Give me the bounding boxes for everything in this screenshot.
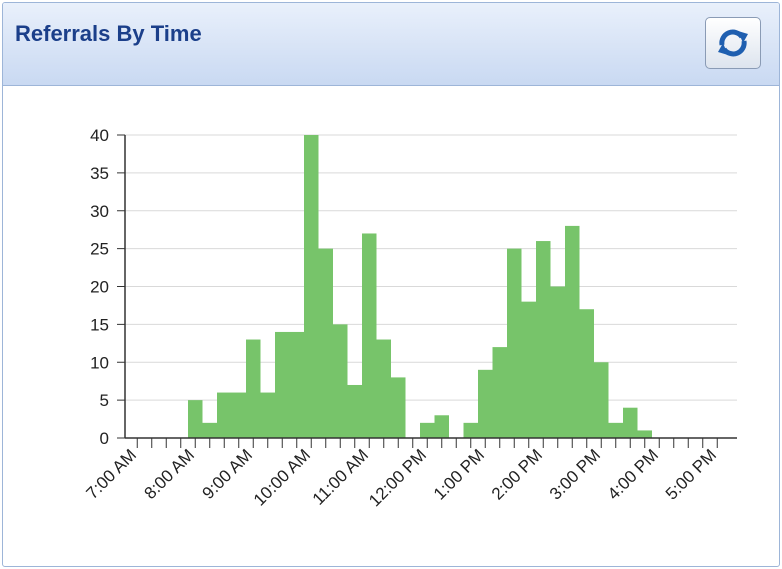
x-tick-label: 12:00 PM: [365, 445, 430, 510]
x-tick-label: 2:00 PM: [488, 445, 546, 503]
bar: [420, 422, 435, 438]
bar: [594, 362, 609, 438]
y-tick-label: 25: [90, 240, 109, 259]
bar: [362, 233, 377, 438]
y-tick-label: 20: [90, 278, 109, 297]
bar: [231, 392, 246, 438]
y-tick-label: 15: [90, 315, 109, 334]
bar: [391, 377, 406, 438]
bar: [637, 430, 652, 438]
bar: [202, 422, 217, 438]
x-tick-label: 4:00 PM: [604, 445, 662, 503]
x-tick-label: 1:00 PM: [430, 445, 488, 503]
x-tick-label: 11:00 AM: [309, 445, 372, 508]
x-tick-label: 7:00 AM: [83, 445, 141, 503]
header: Referrals By Time: [3, 3, 779, 86]
bar: [579, 309, 594, 438]
y-tick-label: 0: [100, 429, 109, 448]
bar: [507, 248, 522, 438]
bar: [550, 286, 565, 438]
bar: [492, 347, 507, 438]
bar: [289, 331, 304, 438]
x-tick-label: 10:00 AM: [250, 445, 314, 509]
y-tick-label: 5: [100, 391, 109, 410]
bar: [260, 392, 275, 438]
x-tick-label: 9:00 AM: [199, 445, 257, 503]
bar: [318, 248, 333, 438]
bar: [434, 415, 449, 438]
y-tick-label: 35: [90, 164, 109, 183]
bar: [376, 339, 391, 438]
y-tick-label: 10: [90, 353, 109, 372]
bar: [304, 135, 319, 438]
bar: [275, 331, 290, 438]
y-tick-label: 40: [90, 126, 109, 145]
bar: [521, 301, 536, 438]
bar: [536, 241, 551, 438]
bar: [478, 369, 493, 438]
refresh-button[interactable]: [705, 17, 761, 69]
bar: [333, 324, 348, 438]
bar: [463, 422, 478, 438]
y-tick-label: 30: [90, 202, 109, 221]
x-tick-label: 3:00 PM: [546, 445, 604, 503]
bar: [608, 422, 623, 438]
bar: [188, 400, 203, 438]
x-tick-label: 5:00 PM: [662, 445, 720, 503]
bar: [246, 339, 261, 438]
x-tick-label: 8:00 AM: [141, 445, 199, 503]
bar: [565, 225, 580, 438]
bar: [623, 407, 638, 438]
widget-title: Referrals By Time: [15, 21, 202, 46]
bar: [217, 392, 232, 438]
refresh-icon: [718, 29, 748, 57]
bar: [347, 384, 362, 438]
